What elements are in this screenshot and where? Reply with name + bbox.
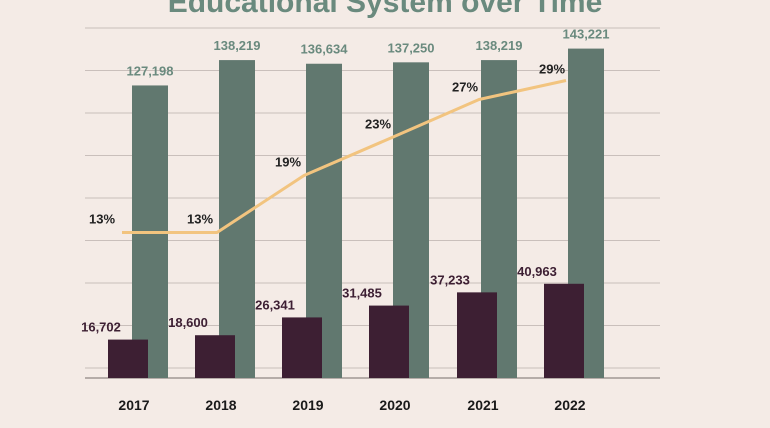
sub-bar	[195, 335, 235, 378]
percent-line	[122, 79, 567, 234]
x-tick-label: 2019	[292, 397, 323, 413]
sub-bar-label: 40,963	[517, 264, 557, 279]
sub-bar-label: 31,485	[342, 286, 382, 301]
chart-title: Educational System over Time	[167, 0, 603, 19]
total-bar-label: 136,634	[301, 42, 349, 57]
x-tick-label: 2018	[205, 397, 236, 413]
percent-label: 13%	[187, 212, 213, 227]
percent-label: 19%	[275, 155, 301, 170]
x-tick-label: 2017	[118, 397, 149, 413]
percent-label: 13%	[89, 212, 115, 227]
percent-label: 23%	[365, 117, 391, 132]
x-tick-label: 2020	[379, 397, 410, 413]
total-bar-label: 137,250	[388, 40, 435, 55]
sub-bar-label: 18,600	[168, 315, 208, 330]
total-bar-label: 143,221	[563, 27, 610, 42]
percent-label: 29%	[539, 62, 565, 77]
sub-bar	[457, 292, 497, 378]
sub-bar	[369, 305, 409, 378]
sub-bar	[108, 339, 148, 378]
x-tick-label: 2021	[467, 397, 498, 413]
x-tick-label: 2022	[554, 397, 585, 413]
total-bar-label: 127,198	[127, 63, 174, 78]
percent-label: 27%	[452, 80, 478, 95]
sub-bar	[282, 317, 322, 378]
total-bar-label: 138,219	[476, 38, 523, 53]
sub-bar-label: 26,341	[255, 297, 295, 312]
sub-bar-label: 16,702	[81, 320, 121, 335]
sub-bar-label: 37,233	[430, 272, 470, 287]
total-bar-label: 138,219	[214, 38, 261, 53]
sub-bar	[544, 283, 584, 378]
